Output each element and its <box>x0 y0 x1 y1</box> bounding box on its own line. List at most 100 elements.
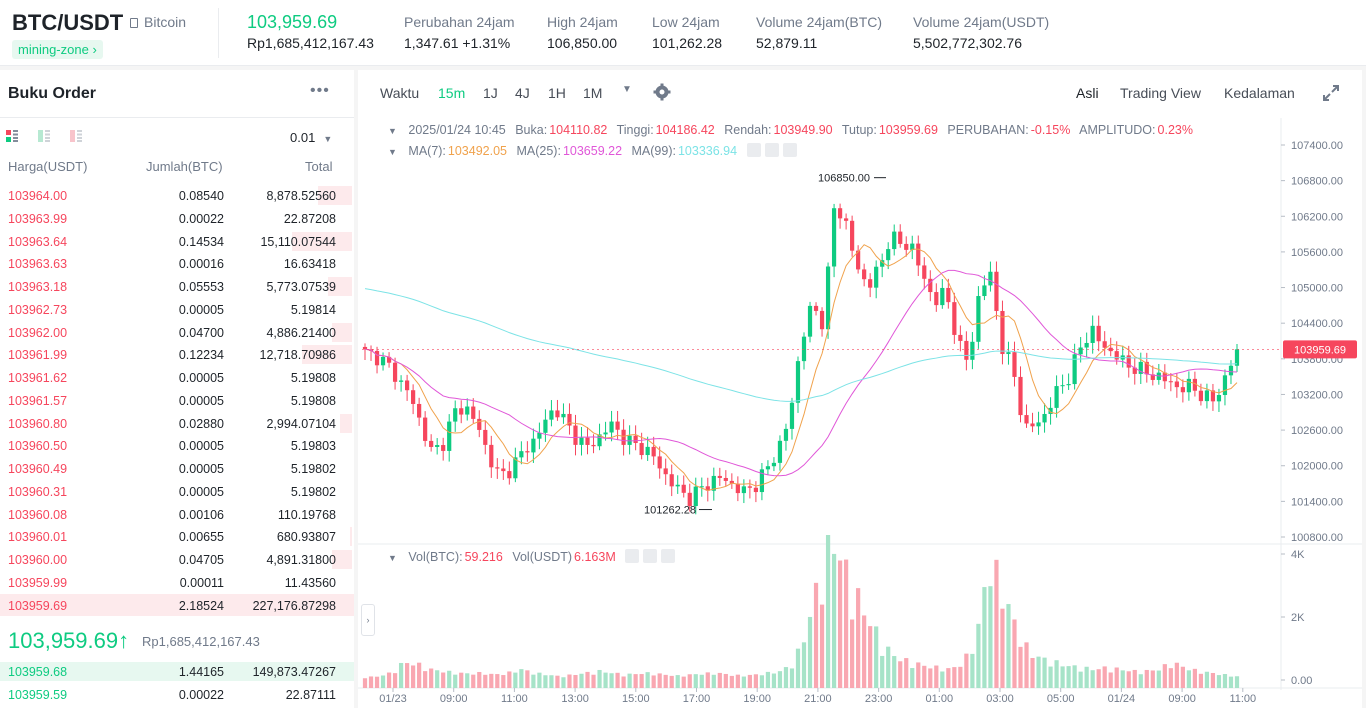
ask-amount: 0.04705 <box>178 553 224 567</box>
x-tick-label: 01/23 <box>379 693 407 705</box>
ask-row[interactable]: 103960.80 0.02880 2,994.07104 <box>0 412 354 435</box>
bid-row[interactable]: 103959.68 1.44165 149,873.47267 <box>0 660 354 683</box>
ask-total: 15,110.07544 <box>260 234 336 249</box>
ma99-label: MA(99): <box>631 144 676 158</box>
ask-row[interactable]: 103961.57 0.00005 5.19808 <box>0 389 354 412</box>
caret-down-icon[interactable]: ▼ <box>622 84 632 95</box>
volume-bar <box>525 670 530 688</box>
settings-icon[interactable] <box>764 143 779 157</box>
candle-body <box>459 408 464 415</box>
volume-bar <box>741 676 746 688</box>
ask-row[interactable]: 103960.01 0.00655 680.93807 <box>0 525 354 548</box>
depth-bar <box>332 550 352 569</box>
collapse-icon[interactable]: ▼ <box>388 147 397 157</box>
ask-row[interactable]: 103961.99 0.12234 12,718.70986 <box>0 343 354 366</box>
interval-tab[interactable]: 4J <box>515 85 530 101</box>
ask-row[interactable]: 103960.08 0.00106 110.19768 <box>0 503 354 526</box>
volume-bar <box>994 559 999 688</box>
scroll-handle[interactable]: › <box>361 604 375 636</box>
candle-body <box>892 231 897 250</box>
volume-bar <box>1000 608 1005 688</box>
ask-row[interactable]: 103963.64 0.14534 15,110.07544 <box>0 230 354 253</box>
candle-body <box>404 380 410 391</box>
bid-row[interactable]: 103959.59 0.00022 22.87111 <box>0 683 354 706</box>
volume-bar <box>1222 674 1228 688</box>
ask-row[interactable]: 103961.62 0.00005 5.19808 <box>0 366 354 389</box>
expand-icon[interactable] <box>1322 84 1340 102</box>
price-step-select[interactable]: 0.01 ▼ <box>290 130 332 145</box>
candle-body <box>1150 374 1155 380</box>
settings-icon[interactable] <box>643 549 658 563</box>
both-sides-mode-icon[interactable] <box>6 130 18 142</box>
zone-tag-label: mining-zone <box>18 42 89 57</box>
ask-row[interactable]: 103959.99 0.00011 11.43560 <box>0 571 354 594</box>
candle-body <box>411 390 416 404</box>
ask-row[interactable]: 103963.63 0.00016 16.63418 <box>0 252 354 275</box>
interval-tab[interactable]: 15m <box>438 85 466 101</box>
pair-title[interactable]: BTC/USDT <box>12 10 124 35</box>
ask-row[interactable]: 103960.49 0.00005 5.19802 <box>0 457 354 480</box>
eye-icon[interactable] <box>746 143 761 157</box>
view-tab[interactable]: Asli <box>1076 85 1099 101</box>
coin-name[interactable]: Bitcoin <box>130 14 186 30</box>
ask-price: 103961.62 <box>8 371 68 385</box>
collapse-icon[interactable]: ▼ <box>388 553 397 563</box>
view-tab[interactable]: Kedalaman <box>1224 85 1295 101</box>
volume-bar <box>537 672 542 688</box>
ask-row[interactable]: 103960.50 0.00005 5.19803 <box>0 434 354 457</box>
volume-bar <box>988 586 993 688</box>
candle-body <box>747 486 752 488</box>
candle-body <box>1132 367 1137 374</box>
volume-bar <box>850 619 855 688</box>
interval-tab[interactable]: 1M <box>583 85 603 101</box>
volume-bar <box>681 676 686 688</box>
interval-tab[interactable]: 1H <box>548 85 566 101</box>
ask-row[interactable]: 103960.00 0.04705 4,891.31800 <box>0 548 354 571</box>
ask-row[interactable]: 103963.99 0.00022 22.87208 <box>0 207 354 230</box>
ask-row[interactable]: 103960.31 0.00005 5.19802 <box>0 480 354 503</box>
divider <box>0 117 354 118</box>
candle-body <box>627 435 632 445</box>
ask-price: 103964.00 <box>8 189 68 203</box>
bid-price: 103959.68 <box>8 665 68 679</box>
ask-price: 103959.99 <box>8 575 68 590</box>
volume-bar <box>507 671 512 688</box>
candle-body <box>819 310 825 330</box>
ask-row[interactable]: 103963.18 0.05553 5,773.07539 <box>0 275 354 298</box>
asks-only-mode-icon[interactable] <box>70 130 82 142</box>
collapse-icon[interactable]: ▼ <box>388 126 397 136</box>
x-tick-label: 01:00 <box>926 693 954 705</box>
view-tab[interactable]: Trading View <box>1120 85 1201 101</box>
volume-bar <box>411 665 416 688</box>
depth-bar <box>328 277 352 296</box>
close-icon[interactable] <box>782 143 797 157</box>
ask-row[interactable]: 103962.73 0.00005 5.19814 <box>0 298 354 321</box>
more-icon[interactable]: ••• <box>310 82 330 99</box>
mid-price[interactable]: 103,959.69↑ <box>8 628 129 654</box>
high-value: 104186.42 <box>655 123 715 137</box>
candle-body <box>392 362 398 382</box>
eye-icon[interactable] <box>625 549 640 563</box>
ask-total: 5.19808 <box>290 371 336 385</box>
candle-body <box>801 336 807 362</box>
x-tick-label: 09:00 <box>440 693 468 705</box>
candle-body <box>663 468 668 475</box>
close-icon[interactable] <box>661 549 676 563</box>
volume-bar <box>483 674 488 688</box>
ask-row[interactable]: 103959.69 2.18524 227,176.87298 <box>0 593 354 617</box>
candle-body <box>1138 361 1143 374</box>
ask-row[interactable]: 103962.00 0.04700 4,886.21400 <box>0 321 354 344</box>
bids-only-mode-icon[interactable] <box>38 130 50 142</box>
gear-icon[interactable] <box>653 83 671 101</box>
interval-tab[interactable]: 1J <box>483 85 498 101</box>
ask-total: 12,718.70986 <box>259 348 336 363</box>
zone-tag[interactable]: mining-zone › <box>12 40 103 59</box>
ask-total: 5.19802 <box>290 462 336 476</box>
header-divider <box>218 8 219 58</box>
ask-total: 5,773.07539 <box>266 280 336 294</box>
ask-row[interactable]: 103964.00 0.08540 8,878.52560 <box>0 184 354 207</box>
candle-body <box>441 445 446 451</box>
candle-body <box>549 410 554 420</box>
volume-bar <box>597 669 602 688</box>
